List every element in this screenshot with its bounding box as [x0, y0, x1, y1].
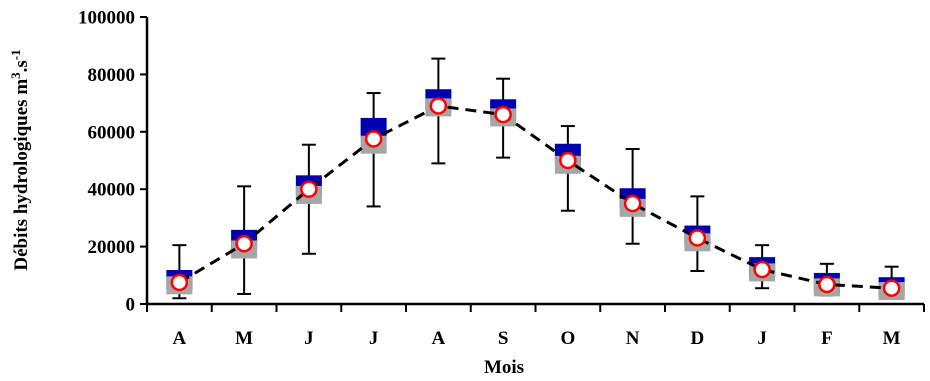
x-tick-label: A	[432, 328, 446, 349]
x-tick-label: J	[304, 328, 314, 349]
x-tick-label: A	[173, 328, 187, 349]
y-tick-label: 60000	[88, 122, 136, 143]
red-circle-point	[882, 279, 901, 297]
y-ticks: 0 20000 40000 60000 80000 100000	[78, 8, 147, 316]
x-tick-label: O	[560, 328, 575, 349]
x-tick-label: F	[821, 328, 833, 349]
error-bars	[172, 57, 899, 300]
series-grey-squares	[166, 98, 905, 301]
y-axis-title-sup1: 3	[8, 72, 23, 79]
red-circle-point	[429, 97, 448, 115]
red-circle-point	[170, 273, 189, 292]
red-circle-point	[494, 105, 512, 124]
y-tick-label: 20000	[88, 237, 136, 258]
y-tick-label: 80000	[88, 65, 136, 86]
y-tick-label: 0	[126, 295, 136, 316]
y-axis-title-main: Débits hydrologiques m	[11, 79, 32, 271]
red-circle-point	[364, 130, 383, 148]
y-tick-label: 40000	[88, 180, 136, 201]
red-circle-point	[818, 275, 836, 294]
series-blue-squares	[166, 89, 905, 298]
red-circle-point	[623, 194, 642, 213]
red-circle-point	[300, 180, 318, 198]
y-axis-title: Débits hydrologiques m3.s-1	[8, 49, 32, 270]
y-axis-title-sup2: -1	[8, 49, 23, 60]
red-circle-point	[559, 151, 577, 170]
red-circle-point	[753, 260, 771, 279]
dashed-trend-line	[178, 104, 892, 290]
series-dashed-line	[178, 104, 892, 290]
x-tick-label: D	[691, 328, 705, 349]
axes	[145, 17, 924, 306]
x-tick-label: J	[757, 328, 767, 349]
x-tick-label: N	[626, 328, 640, 349]
x-tick-label: S	[498, 328, 509, 349]
red-circle-point	[235, 234, 253, 253]
red-circle-point	[688, 229, 707, 247]
series-red-circles	[170, 97, 901, 297]
x-tick-label: M	[883, 328, 901, 349]
x-tick-label: M	[235, 328, 253, 349]
blue-square-point	[360, 117, 387, 138]
y-tick-label: 100000	[78, 8, 135, 29]
x-axis-title: Mois	[484, 357, 524, 378]
x-tick-label: J	[369, 328, 379, 349]
y-axis-title-mid: .s	[11, 60, 32, 72]
